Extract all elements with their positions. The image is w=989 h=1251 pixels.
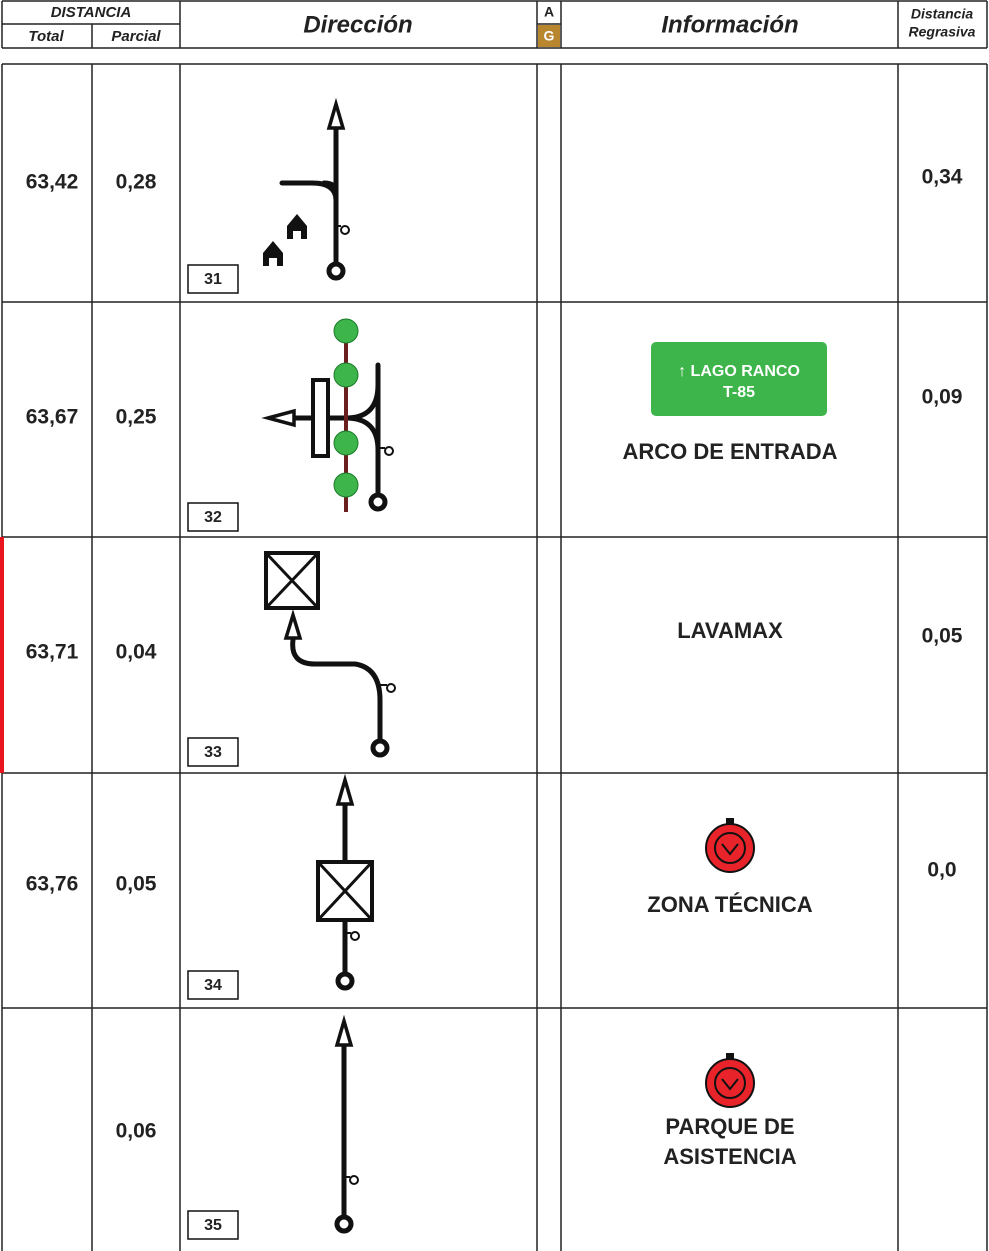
- sign-line: T-85: [723, 384, 755, 401]
- header-grid: [1, 0, 988, 49]
- tulip-diagram-part: [290, 637, 383, 743]
- header-total: Total: [28, 28, 64, 45]
- parcial: 0,28: [116, 171, 157, 194]
- box-number: 31: [204, 271, 222, 288]
- tulip-diagram-part: [293, 362, 381, 498]
- tulip-diagram-part: [350, 931, 360, 941]
- tulip-diagram-part: [384, 446, 394, 456]
- sign-line: ↑ LAGO RANCO: [678, 363, 800, 380]
- tulip-diagram-part: [335, 773, 355, 806]
- header-direccion: Dirección: [303, 11, 412, 38]
- info-text: ARCO DE ENTRADA: [622, 439, 837, 464]
- tulip-diagram: [261, 318, 394, 512]
- info-text: ASISTENCIA: [663, 1144, 796, 1169]
- box-number: 34: [204, 977, 222, 994]
- tulip-diagram-part: [349, 1175, 359, 1185]
- tulip-diagram-part-part: [333, 472, 359, 498]
- tulip-diagram-part: [316, 860, 374, 922]
- tulip-diagram-part: [368, 492, 388, 512]
- stopwatch-icon: [705, 1053, 755, 1108]
- highlight-bar: [0, 537, 4, 773]
- total: 63,76: [26, 873, 79, 896]
- box-number-frame: [187, 737, 239, 767]
- box-number-frame: [187, 264, 239, 294]
- tulip-diagram-part: [335, 971, 355, 991]
- info-text: ZONA TÉCNICA: [647, 892, 813, 917]
- g-cell-background: [538, 25, 560, 47]
- info-text: PARQUE DE: [665, 1114, 794, 1139]
- box-number-frame: [187, 1210, 239, 1240]
- tulip-diagram-part: [264, 551, 320, 610]
- stopwatch-icon-part: [705, 1058, 755, 1108]
- tulip-diagram-part: [333, 318, 359, 498]
- tulip-diagram: [316, 773, 374, 991]
- tulip-diagram-part-part: [333, 430, 359, 456]
- header-distancia: DISTANCIA: [51, 4, 132, 21]
- regresiva: 0,34: [922, 166, 963, 189]
- tulip-diagram-part: [263, 241, 283, 266]
- tulip-diagram-part: [326, 261, 346, 281]
- tulip-diagram-part-part: [333, 362, 359, 388]
- tulip-diagram-part: [287, 214, 307, 239]
- tulip-diagram-part: [283, 608, 303, 640]
- road-sign: [651, 342, 827, 416]
- box-number: 33: [204, 744, 222, 761]
- tulip-diagram-part: [334, 1214, 354, 1234]
- tulip-diagram: [334, 1014, 359, 1234]
- stopwatch-icon-part: [726, 1053, 734, 1059]
- parcial: 0,04: [116, 641, 157, 664]
- parcial: 0,05: [116, 873, 157, 896]
- stopwatch-icon-part: [714, 1067, 746, 1099]
- stopwatch-icon: [705, 818, 755, 873]
- stopwatch-icon-part: [721, 1078, 739, 1091]
- header-g: G: [544, 28, 555, 44]
- tulip-diagram-part: [279, 125, 339, 271]
- box-number-frame: [187, 502, 239, 532]
- header-a: A: [544, 4, 554, 20]
- total: 63,67: [26, 406, 79, 429]
- header-regresiva: Regrasiva: [909, 24, 976, 40]
- tulip-diagram: [263, 97, 350, 281]
- box-number-frame: [187, 970, 239, 1000]
- tulip-diagram-part: [311, 378, 330, 458]
- regresiva: 0,09: [922, 386, 963, 409]
- tulip-diagram-part-part: [333, 318, 359, 344]
- tulip-diagram-part: [386, 683, 396, 693]
- tulip-diagram-part: [340, 225, 350, 235]
- tulip-diagram-part: [261, 408, 296, 428]
- tulip-diagram-part: [326, 97, 346, 130]
- stopwatch-icon-part: [726, 818, 734, 824]
- header-regresiva: Distancia: [911, 6, 973, 22]
- box-number: 32: [204, 509, 222, 526]
- header-parcial: Parcial: [111, 28, 161, 45]
- regresiva: 0,05: [922, 625, 963, 648]
- header-informacion: Información: [661, 11, 798, 38]
- info-text: LAVAMAX: [677, 618, 783, 643]
- parcial: 0,25: [116, 406, 157, 429]
- parcial: 0,06: [116, 1120, 157, 1143]
- tulip-diagram: [264, 551, 396, 758]
- box-number: 35: [204, 1217, 222, 1234]
- stopwatch-icon-part: [705, 823, 755, 873]
- stopwatch-icon-part: [721, 843, 739, 856]
- tulip-diagram-part: [334, 1014, 354, 1047]
- regresiva: 0,0: [927, 859, 956, 882]
- total: 63,42: [26, 171, 79, 194]
- stopwatch-icon-part: [714, 832, 746, 864]
- tulip-diagram-part: [370, 738, 390, 758]
- total: 63,71: [26, 641, 79, 664]
